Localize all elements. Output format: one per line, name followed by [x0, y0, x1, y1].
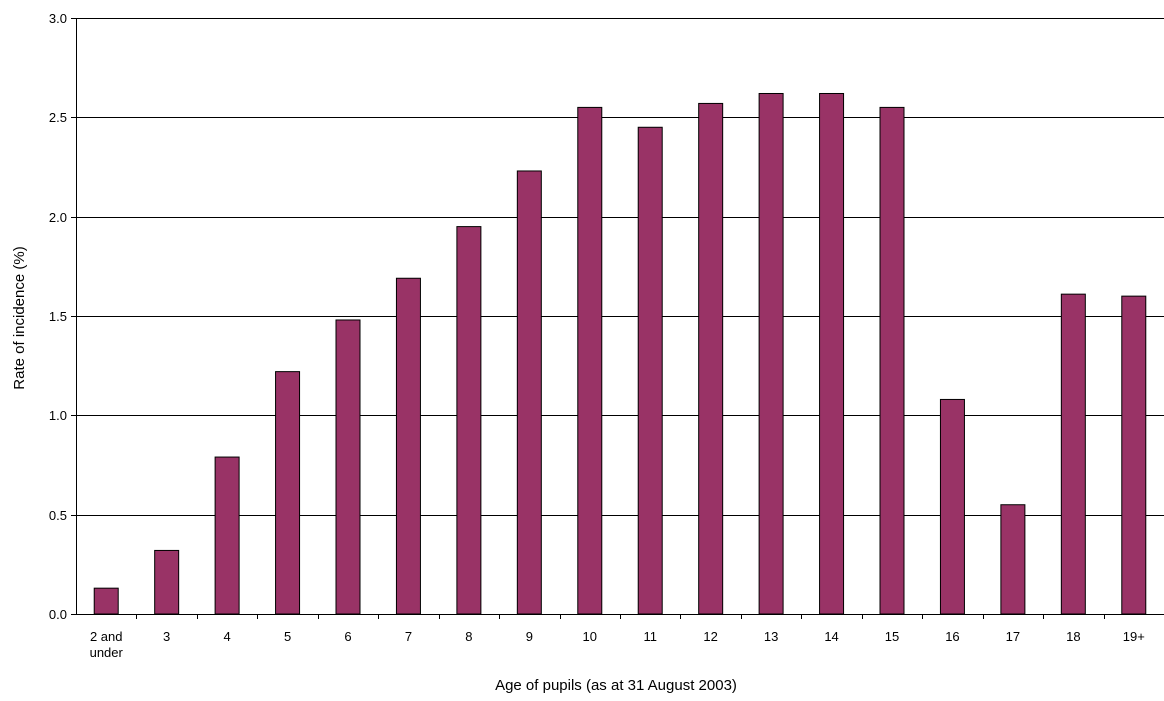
- x-tick-label: 6: [344, 629, 351, 644]
- bar: [1060, 293, 1086, 615]
- bar: [819, 92, 845, 615]
- bar: [758, 92, 784, 615]
- y-axis-title: Rate of incidence (%): [11, 246, 28, 389]
- bar: [1121, 295, 1147, 615]
- axes: [71, 18, 1164, 619]
- y-tick-labels: 0.0 0.5 1.0 1.5 2.0 2.5 3.0: [49, 11, 67, 622]
- x-axis-title: Age of pupils (as at 31 August 2003): [495, 677, 737, 694]
- x-tick-label: 8: [465, 629, 472, 644]
- bar: [154, 549, 180, 615]
- y-tick-label: 0.0: [49, 607, 67, 622]
- x-tick-label: 3: [163, 629, 170, 644]
- x-tick-label: 7: [405, 629, 412, 644]
- y-tick-label: 2.0: [49, 210, 67, 225]
- x-tick-label: 9: [526, 629, 533, 644]
- y-tick-label: 3.0: [49, 11, 67, 26]
- bar: [939, 398, 965, 615]
- x-tick-label: 4: [223, 629, 230, 644]
- y-tick-label: 2.5: [49, 110, 67, 125]
- gridlines: [76, 18, 1164, 516]
- x-tick-label: 15: [885, 629, 899, 644]
- bar: [335, 319, 361, 615]
- bar: [93, 587, 119, 615]
- x-tick-label: 17: [1006, 629, 1020, 644]
- x-tick-label: 19+: [1123, 629, 1145, 644]
- x-tick-label: 14: [824, 629, 838, 644]
- x-tick-label: 18: [1066, 629, 1080, 644]
- x-tick-label: 2 and under: [90, 629, 124, 660]
- bar: [637, 126, 663, 615]
- y-tick-label: 0.5: [49, 508, 67, 523]
- bar: [395, 277, 421, 615]
- x-tick-label: 13: [764, 629, 778, 644]
- x-tick-label: 16: [945, 629, 959, 644]
- x-tick-label: 11: [643, 629, 657, 644]
- x-tick-label: 5: [284, 629, 291, 644]
- bar: [275, 371, 301, 615]
- x-tick-label: 10: [583, 629, 597, 644]
- x-tick-label: 12: [703, 629, 717, 644]
- bar: [1000, 504, 1026, 615]
- bar: [456, 226, 482, 615]
- bars: [93, 92, 1147, 615]
- bar: [214, 456, 240, 615]
- x-tick-labels: 2 and under 3 4 5 6 7 8 9 10 11 12 13 14 15 16 17 18 19+: [90, 629, 1145, 660]
- bar: [577, 106, 603, 615]
- y-tick-label: 1.5: [49, 309, 67, 324]
- bar: [879, 106, 905, 615]
- y-tick-label: 1.0: [49, 408, 67, 423]
- bar: [516, 170, 542, 615]
- bar: [698, 102, 724, 615]
